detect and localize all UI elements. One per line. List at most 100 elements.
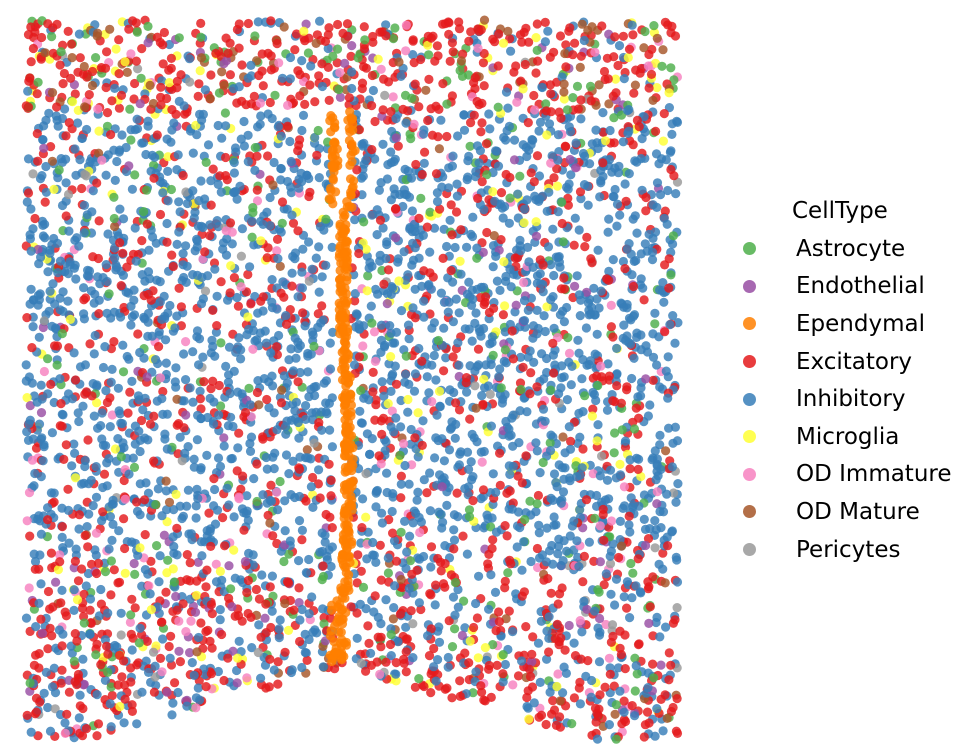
- cell-point: [116, 90, 127, 100]
- cell-point: [132, 27, 142, 37]
- cell-point: [161, 358, 171, 368]
- cell-point: [663, 352, 673, 362]
- cell-point: [166, 63, 176, 73]
- cell-point: [79, 618, 89, 628]
- cell-point: [564, 348, 575, 358]
- cell-point: [608, 396, 618, 406]
- cell-point: [178, 249, 188, 259]
- cell-point: [309, 341, 319, 351]
- cell-point: [479, 446, 489, 457]
- cell-point: [317, 272, 327, 282]
- cell-point: [116, 418, 126, 428]
- cell-point: [131, 256, 141, 266]
- cell-point: [454, 308, 464, 318]
- cell-point: [447, 161, 457, 171]
- cell-point: [522, 407, 532, 417]
- cell-point: [581, 323, 592, 333]
- cell-point: [219, 675, 229, 686]
- cell-point: [137, 687, 147, 697]
- cell-point: [294, 516, 305, 526]
- cell-point: [606, 589, 616, 599]
- cell-point: [553, 130, 564, 140]
- cell-point: [487, 543, 497, 554]
- cell-point: [63, 269, 73, 279]
- cell-point: [408, 619, 418, 629]
- cell-point: [592, 294, 602, 304]
- cell-point: [519, 277, 529, 288]
- cell-point: [239, 116, 249, 127]
- cell-point: [359, 22, 369, 32]
- cell-point: [574, 225, 584, 235]
- cell-point: [301, 19, 311, 29]
- cell-point: [232, 678, 242, 688]
- cell-point: [182, 198, 193, 209]
- cell-point: [554, 389, 564, 399]
- cell-point: [261, 338, 271, 348]
- cell-point: [82, 522, 92, 532]
- cell-point: [444, 616, 454, 626]
- cell-point: [613, 663, 624, 673]
- cell-point: [519, 316, 530, 326]
- cell-point: [460, 648, 470, 658]
- cell-point: [530, 105, 540, 115]
- cell-point: [376, 642, 386, 652]
- cell-point: [562, 395, 573, 405]
- cell-point: [553, 599, 563, 609]
- cell-point: [453, 584, 463, 595]
- cell-point: [453, 511, 463, 522]
- cell-point: [79, 309, 89, 319]
- cell-point: [315, 493, 325, 503]
- cell-point: [565, 444, 576, 454]
- cell-point: [544, 187, 554, 197]
- cell-point: [419, 129, 429, 139]
- cell-point: [162, 687, 172, 697]
- cell-point: [387, 282, 397, 292]
- cell-point: [311, 38, 321, 49]
- cell-point: [557, 197, 567, 207]
- cell-point: [672, 117, 683, 127]
- cell-point: [371, 557, 381, 568]
- cell-point: [63, 296, 73, 306]
- cell-point: [143, 267, 154, 277]
- cell-point: [478, 492, 488, 502]
- cell-point: [225, 218, 236, 228]
- cell-point: [69, 585, 79, 595]
- cell-point: [159, 530, 169, 540]
- cell-point: [628, 568, 638, 578]
- cell-point: [643, 534, 654, 544]
- cell-point: [298, 244, 308, 254]
- cell-point: [250, 31, 260, 41]
- cell-point: [504, 606, 514, 616]
- cell-point: [555, 712, 565, 722]
- cell-point: [498, 650, 508, 660]
- cell-point: [191, 513, 201, 523]
- cell-point: [113, 578, 123, 588]
- cell-point: [191, 501, 201, 511]
- cell-point: [281, 450, 292, 460]
- cell-point: [192, 484, 202, 494]
- cell-point: [102, 308, 112, 318]
- cell-point: [396, 471, 406, 481]
- cell-point: [604, 266, 614, 276]
- cell-point: [209, 501, 219, 511]
- cell-point: [551, 520, 561, 530]
- cell-point: [552, 482, 562, 492]
- cell-point: [378, 105, 388, 115]
- cell-point: [267, 275, 277, 285]
- cell-point: [265, 97, 275, 108]
- cell-point: [130, 569, 140, 580]
- cell-point: [620, 442, 631, 452]
- cell-point: [454, 24, 465, 34]
- cell-point: [324, 459, 334, 469]
- cell-point: [412, 565, 422, 576]
- cell-point: [253, 308, 263, 318]
- cell-point: [568, 93, 578, 103]
- cell-point: [248, 344, 258, 354]
- cell-point: [335, 92, 345, 102]
- cell-point: [64, 226, 74, 236]
- cell-point: [169, 118, 179, 128]
- cell-point: [79, 200, 90, 210]
- cell-point: [620, 664, 630, 674]
- cell-point: [157, 314, 167, 324]
- cell-point: [578, 407, 588, 417]
